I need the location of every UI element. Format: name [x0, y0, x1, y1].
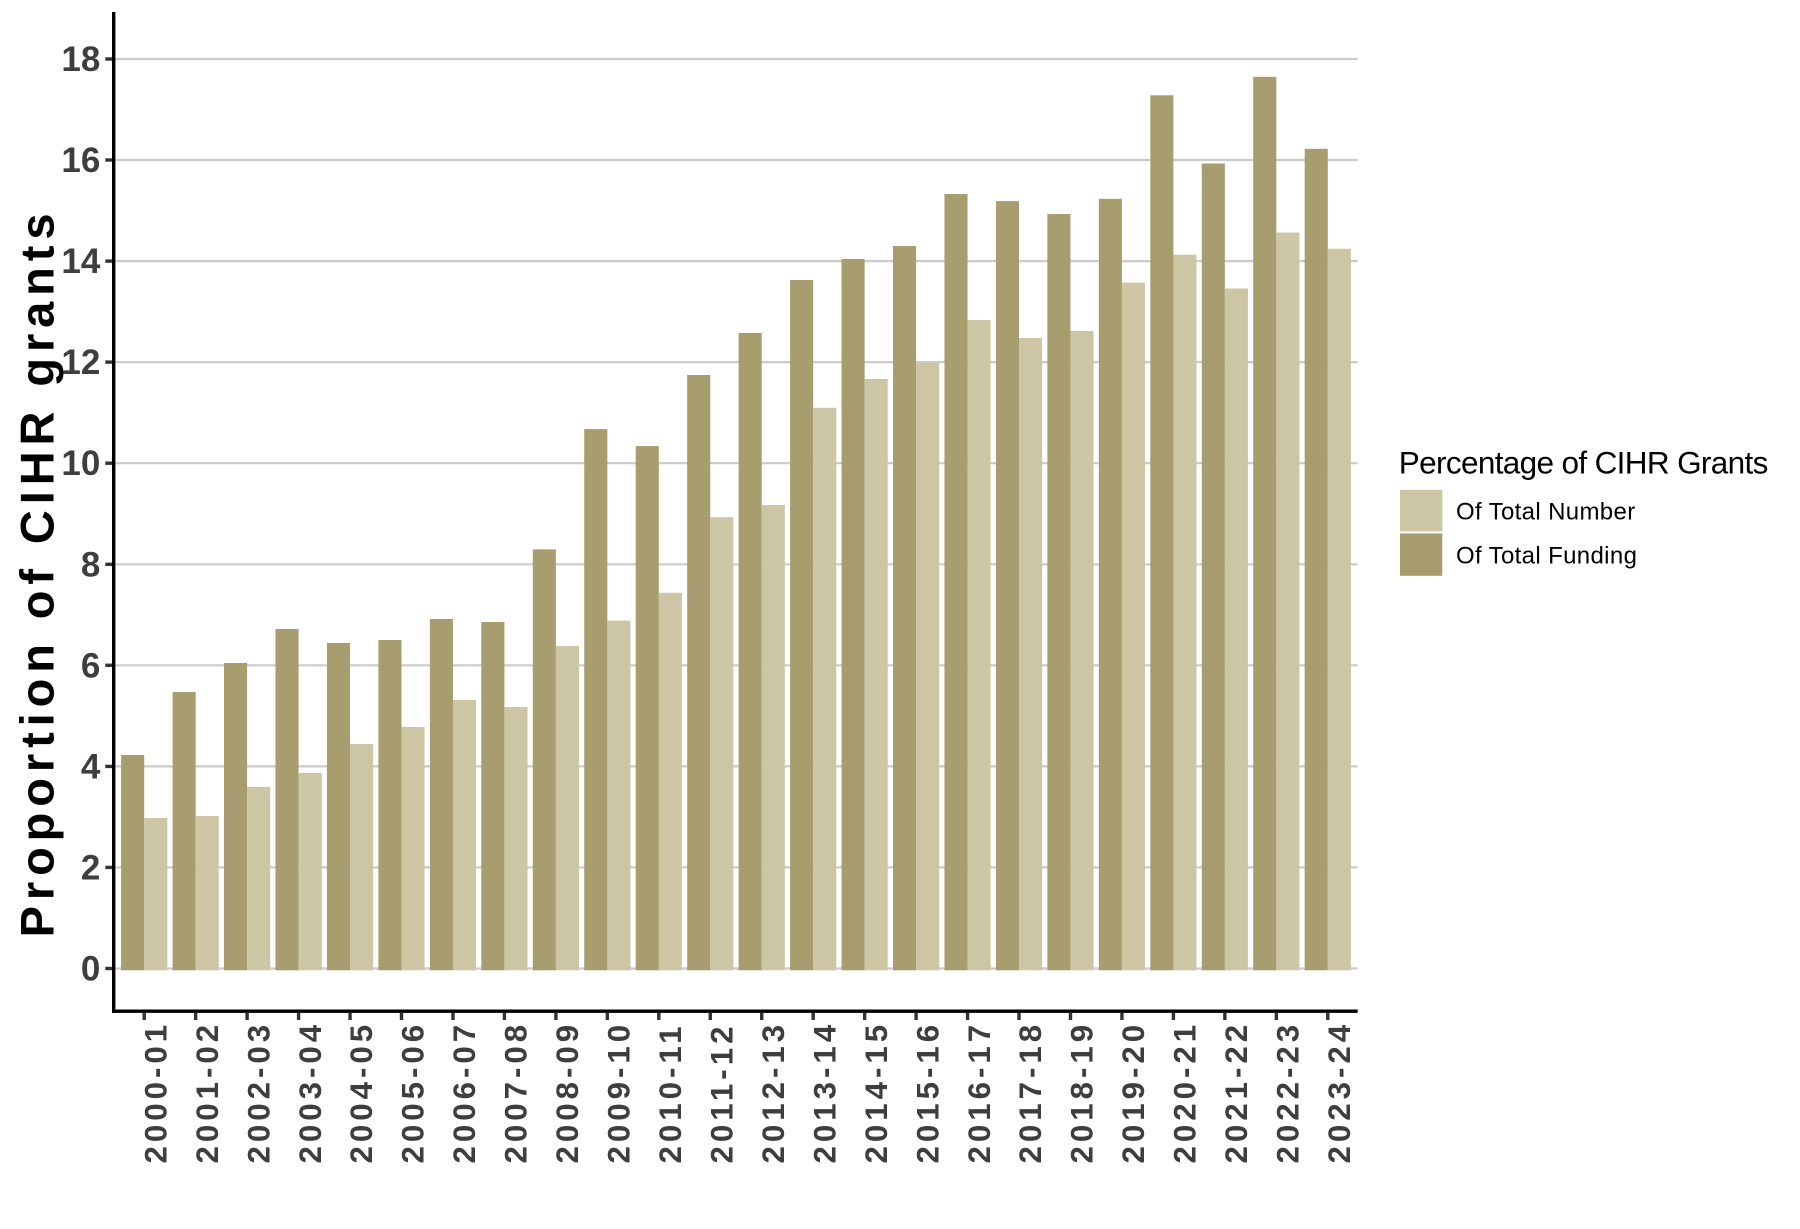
svg-text:2003-04: 2003-04: [293, 1021, 328, 1164]
svg-text:2012-13: 2012-13: [756, 1021, 791, 1164]
svg-text:2004-05: 2004-05: [344, 1021, 379, 1164]
svg-text:16: 16: [61, 141, 100, 180]
svg-text:14: 14: [61, 242, 100, 281]
svg-text:2017-18: 2017-18: [1013, 1021, 1048, 1164]
svg-text:Proportion of CIHR grants: Proportion of CIHR grants: [11, 208, 64, 938]
svg-text:12: 12: [61, 343, 100, 382]
svg-text:2013-14: 2013-14: [807, 1021, 842, 1164]
svg-text:2019-20: 2019-20: [1116, 1021, 1151, 1164]
svg-text:2014-15: 2014-15: [859, 1021, 894, 1164]
svg-text:2018-19: 2018-19: [1065, 1021, 1100, 1164]
svg-text:Of Total Funding: Of Total Funding: [1456, 542, 1637, 569]
svg-text:4: 4: [81, 747, 101, 786]
svg-text:2021-22: 2021-22: [1219, 1021, 1254, 1164]
svg-text:10: 10: [61, 444, 100, 483]
svg-text:2002-03: 2002-03: [241, 1021, 276, 1164]
svg-text:Of Total Number: Of Total Number: [1456, 499, 1636, 526]
svg-text:2007-08: 2007-08: [499, 1021, 534, 1164]
svg-text:2006-07: 2006-07: [447, 1021, 482, 1164]
svg-text:0: 0: [81, 950, 100, 989]
svg-text:2005-06: 2005-06: [396, 1021, 431, 1164]
svg-text:8: 8: [81, 545, 100, 584]
svg-text:2015-16: 2015-16: [910, 1021, 945, 1164]
svg-text:2011-12: 2011-12: [704, 1023, 739, 1164]
svg-text:2: 2: [81, 848, 100, 887]
svg-text:18: 18: [61, 40, 100, 79]
svg-text:2016-17: 2016-17: [962, 1021, 997, 1164]
svg-text:2010-11: 2010-11: [653, 1023, 688, 1164]
svg-text:2000-01: 2000-01: [138, 1021, 173, 1164]
svg-text:2009-10: 2009-10: [602, 1021, 637, 1164]
svg-text:6: 6: [81, 646, 100, 685]
svg-text:Percentage of CIHR Grants: Percentage of CIHR Grants: [1399, 445, 1768, 481]
svg-text:2020-21: 2020-21: [1168, 1021, 1203, 1164]
svg-text:2023-24: 2023-24: [1322, 1021, 1357, 1164]
svg-text:2022-23: 2022-23: [1271, 1021, 1306, 1164]
svg-text:2008-09: 2008-09: [550, 1021, 585, 1164]
svg-text:2001-02: 2001-02: [190, 1021, 225, 1164]
